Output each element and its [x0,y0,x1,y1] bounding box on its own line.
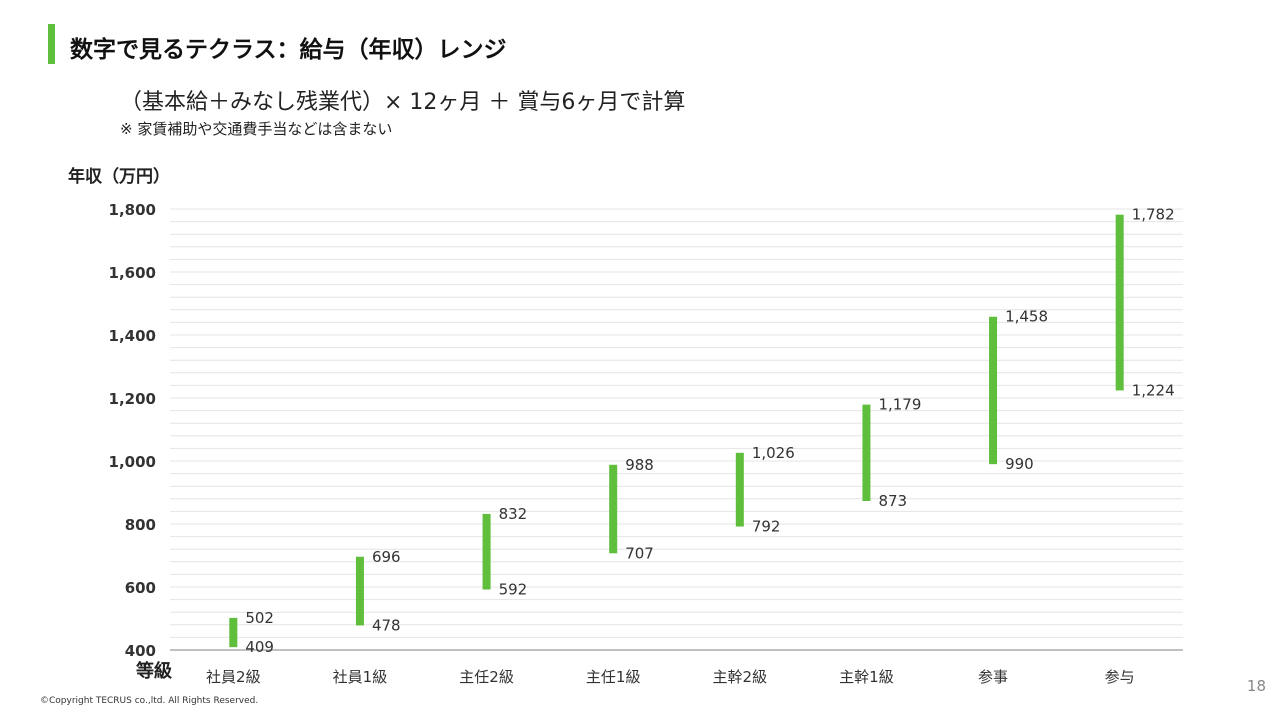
high-value-label: 988 [625,456,654,474]
x-tick-label: 社員1級 [333,668,388,686]
range-bar [609,464,618,554]
y-tick-label: 1,200 [109,390,156,408]
range-bars [229,214,1124,648]
y-tick-label: 400 [125,642,156,660]
y-tick-labels: 400 600 800 1,000 1,200 1,400 1,600 1,800 [109,201,156,660]
high-value-label: 1,458 [1005,308,1048,326]
low-value-label: 873 [878,492,907,510]
x-axis-label: 等級 [136,661,172,682]
range-bar [862,404,871,502]
low-value-label: 409 [245,638,274,656]
low-value-label: 990 [1005,455,1034,473]
range-bar [735,452,744,527]
y-tick-label: 600 [125,579,156,597]
range-bar [229,617,238,648]
range-bar [1115,214,1124,391]
copyright-footer: ©Copyright TECRUS co.,ltd. All Rights Re… [40,696,259,706]
range-bar [482,513,491,590]
high-value-label: 502 [245,609,274,627]
high-value-label: 832 [499,505,528,523]
low-value-label: 707 [625,544,654,562]
x-tick-label: 社員2級 [206,668,261,686]
x-tick-label: 参与 [1105,668,1135,686]
page-title: 数字で見るテクラス：給与（年収）レンジ [70,37,507,63]
title-accent-bar [48,24,55,64]
x-tick-label: 主任1級 [586,668,641,686]
y-axis-label: 年収（万円） [68,167,170,187]
high-value-label: 1,782 [1132,206,1175,224]
x-tick-label: 主任2級 [459,668,514,686]
low-value-label: 478 [372,616,401,634]
low-value-label: 792 [752,518,781,536]
page-number: 18 [1246,677,1266,695]
grid-lines [170,208,1183,638]
low-value-label: 1,224 [1132,381,1175,399]
y-tick-label: 1,600 [109,264,156,282]
calculation-formula: （基本給＋みなし残業代）× 12ヶ月 ＋ 賞与6ヶ月で計算 [120,90,686,115]
x-tick-labels: 社員2級 社員1級 主任2級 主任1級 主幹2級 主幹1級 参事 参与 [206,668,1135,686]
high-value-label: 696 [372,548,401,566]
x-tick-label: 主幹1級 [839,668,894,686]
x-tick-label: 参事 [978,668,1008,686]
high-value-label: 1,179 [878,396,921,414]
data-labels: 502 409 696 478 832 592 988 707 1,026 792 1,179 873… [245,206,1174,656]
y-tick-label: 1,800 [109,201,156,219]
y-tick-label: 1,400 [109,327,156,345]
y-tick-label: 1,000 [109,453,156,471]
calculation-note: ※ 家賃補助や交通費手当などは含まない [120,120,393,138]
high-value-label: 1,026 [752,444,795,462]
range-bar [989,316,998,465]
range-bar [355,556,364,626]
y-tick-label: 800 [125,516,156,534]
low-value-label: 592 [499,581,528,599]
x-tick-label: 主幹2級 [713,668,768,686]
